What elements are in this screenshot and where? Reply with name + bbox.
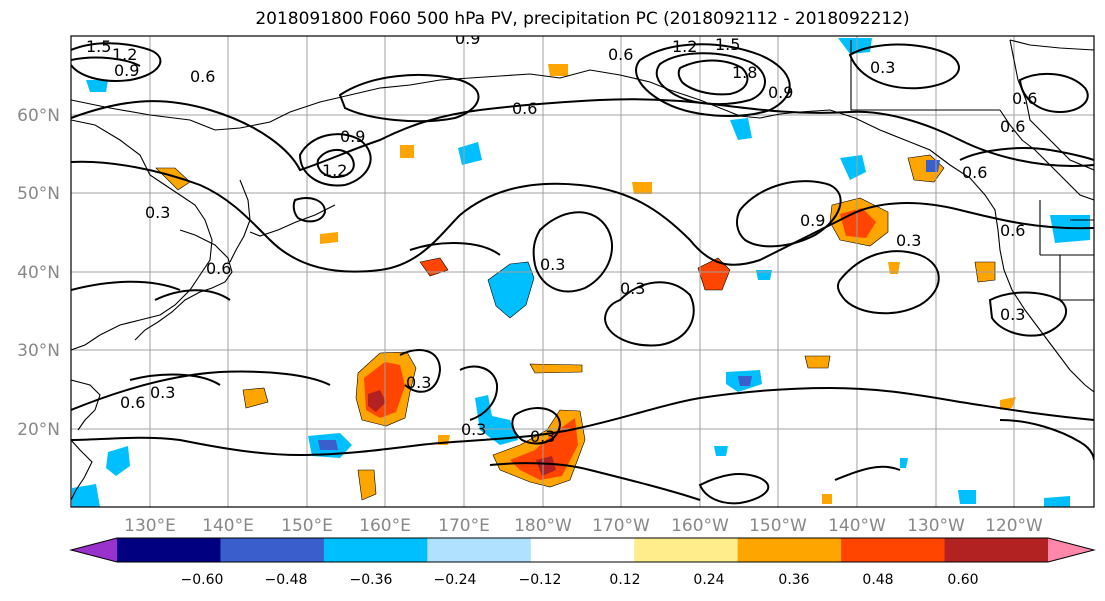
contour-label: 0.9 [114, 61, 139, 80]
lat-label: 20°N [17, 420, 60, 440]
lat-label: 60°N [17, 106, 60, 126]
contour-label: 0.6 [608, 45, 633, 64]
lat-label: 30°N [17, 341, 60, 361]
colorbar-segment [634, 538, 739, 562]
colorbar-segment [737, 538, 842, 562]
pv-contours [71, 42, 1094, 505]
colorbar-tick-label: 0.48 [862, 572, 893, 588]
colorbar-tick-label: −0.24 [434, 572, 477, 588]
contour-label: 0.6 [1000, 117, 1025, 136]
contour-label: 0.9 [340, 127, 365, 146]
contour-label: 0.9 [455, 29, 480, 48]
lon-label: 170°E [438, 516, 490, 536]
lon-label: 120°W [985, 516, 1043, 536]
contour-label: 0.3 [870, 58, 895, 77]
contour-label: 0.9 [768, 83, 793, 102]
colorbar-tick-label: 0.60 [947, 572, 978, 588]
contour-label: 0.3 [145, 203, 170, 222]
colorbar-tick-label: −0.60 [181, 572, 224, 588]
lon-label: 130°E [124, 516, 176, 536]
colorbar-tick-label: 0.12 [609, 572, 640, 588]
contour-label: 0.6 [962, 163, 987, 182]
contour-label: 0.6 [1000, 221, 1025, 240]
contour-label: 0.3 [150, 383, 175, 402]
longitude-labels: 130°E 140°E 150°E 160°E 170°E 180°W 170°… [124, 516, 1043, 536]
colorbar-tick-label: −0.36 [350, 572, 393, 588]
colorbar-tick-label: 0.24 [693, 572, 724, 588]
contour-label: 1.5 [715, 35, 740, 54]
contour-label: 1.2 [672, 37, 697, 56]
lon-label: 140°E [202, 516, 254, 536]
map-title: 2018091800 F060 500 hPa PV, precipitatio… [255, 9, 910, 29]
latitude-labels: 60°N 50°N 40°N 30°N 20°N [17, 106, 60, 440]
contour-label: 0.3 [461, 420, 486, 439]
colorbar-tick-labels: −0.60 −0.48 −0.36 −0.24 −0.12 0.12 0.24 … [181, 572, 979, 588]
lon-label: 160°W [671, 516, 729, 536]
lon-label: 150°E [281, 516, 333, 536]
map-frame [70, 35, 1095, 508]
contour-label: 0.6 [120, 393, 145, 412]
contour-label: 0.3 [540, 255, 565, 274]
contour-labels: 1.5 1.2 0.9 0.6 0.9 1.2 1.5 1.8 0.9 0.3 … [86, 29, 1037, 446]
contour-label: 0.6 [512, 99, 537, 118]
colorbar-segment [427, 538, 532, 562]
lon-label: 140°W [828, 516, 886, 536]
colorbar-segment [841, 538, 946, 562]
lat-label: 40°N [17, 263, 60, 283]
colorbar-segment [944, 538, 1049, 562]
colorbar-extend-min [71, 538, 117, 562]
colorbar-segment [220, 538, 325, 562]
contour-label: 0.9 [800, 211, 825, 230]
lat-label: 50°N [17, 184, 60, 204]
colorbar-segment [117, 538, 221, 562]
graticule [71, 36, 1094, 507]
contour-label: 0.3 [406, 373, 431, 392]
colorbar-segment [530, 538, 635, 562]
coastlines [71, 39, 1094, 501]
contour-label: 0.3 [896, 231, 921, 250]
colorbar-tick-label: −0.12 [519, 572, 562, 588]
contour-label: 0.3 [620, 279, 645, 298]
colorbar-segment [323, 538, 428, 562]
contour-label: 1.2 [112, 45, 137, 64]
lon-label: 170°W [592, 516, 650, 536]
lon-label: 150°W [749, 516, 807, 536]
contour-label: 0.3 [1000, 305, 1025, 324]
contour-label: 0.3 [530, 427, 555, 446]
colorbar-outline [69, 537, 1096, 563]
contour-label: 0.6 [190, 67, 215, 86]
contour-label: 1.5 [86, 37, 111, 56]
lon-label: 130°W [907, 516, 965, 536]
contour-label: 1.2 [322, 161, 347, 180]
contour-label: 0.6 [1012, 89, 1037, 108]
colorbar-tick-label: −0.48 [265, 572, 308, 588]
map-plot-area: 1.5 1.2 0.9 0.6 0.9 1.2 1.5 1.8 0.9 0.3 … [71, 29, 1094, 507]
lon-label: 160°E [359, 516, 411, 536]
colorbar-tick-label: 0.36 [778, 572, 809, 588]
colorbar-extend-max [1048, 538, 1094, 562]
contour-label: 0.6 [206, 259, 231, 278]
contour-label: 1.8 [732, 63, 757, 82]
colorbar [69, 537, 1096, 563]
lon-label: 180°W [514, 516, 572, 536]
